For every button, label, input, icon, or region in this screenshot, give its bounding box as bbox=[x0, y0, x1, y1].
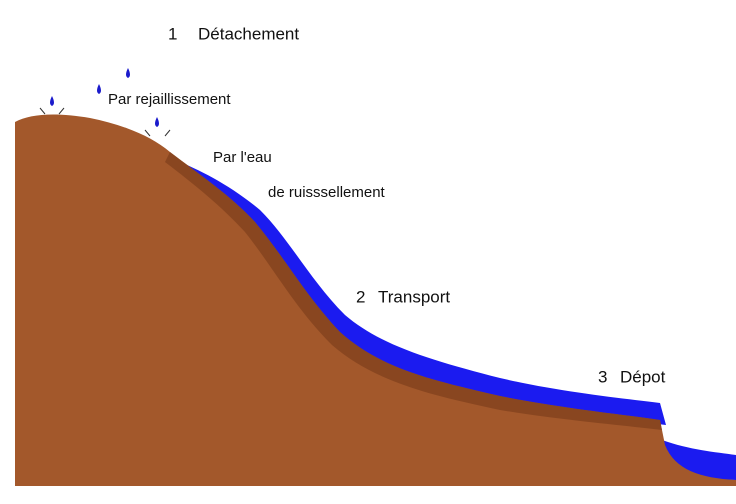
step-label: Transport bbox=[378, 287, 450, 306]
step-number: 2 bbox=[356, 287, 365, 306]
raindrop bbox=[155, 117, 159, 127]
runoff-water bbox=[168, 160, 666, 425]
raindrop bbox=[97, 84, 101, 94]
hillside-soil bbox=[15, 114, 736, 486]
annotation: Par l'eau bbox=[213, 149, 272, 166]
step-label: Dépot bbox=[620, 367, 666, 386]
raindrops bbox=[50, 68, 159, 127]
step-label: Détachement bbox=[198, 24, 299, 43]
raindrop bbox=[126, 68, 130, 78]
step-number: 1 bbox=[168, 24, 177, 43]
step-number: 3 bbox=[598, 367, 607, 386]
soil-surface-layer bbox=[165, 152, 662, 430]
annotation: de ruisssellement bbox=[268, 184, 386, 201]
splash-marks bbox=[39, 107, 171, 137]
splash bbox=[39, 107, 171, 137]
annotation: Par rejaillissement bbox=[108, 91, 231, 108]
raindrop bbox=[50, 96, 54, 106]
